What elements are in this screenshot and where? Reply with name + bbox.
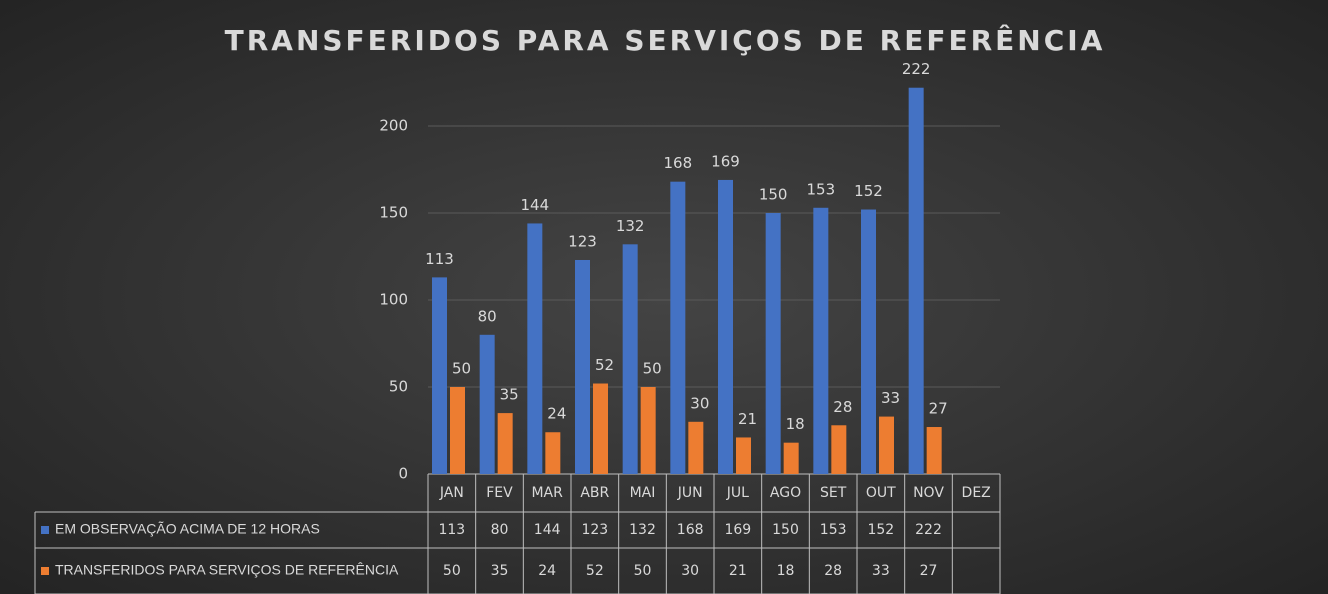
table-value: 50 [443, 563, 461, 579]
x-tick-label: MAR [531, 485, 563, 501]
data-label: 152 [854, 182, 883, 200]
x-tick-label: AGO [770, 485, 801, 501]
table-value: 152 [867, 522, 894, 538]
data-label: 222 [902, 60, 931, 78]
table-value: 222 [915, 522, 942, 538]
data-label: 21 [738, 410, 757, 428]
bar [736, 437, 751, 474]
bar [765, 213, 781, 474]
y-tick-label: 50 [389, 378, 408, 396]
table-value: 113 [438, 522, 465, 538]
data-label: 33 [881, 389, 900, 407]
x-tick-label: NOV [913, 485, 944, 501]
bar [497, 413, 513, 474]
data-label: 28 [833, 398, 852, 416]
y-tick-label: 150 [379, 204, 408, 222]
table-value: 150 [772, 522, 799, 538]
bar [593, 383, 608, 474]
data-label: 150 [759, 186, 788, 204]
table-value: 18 [777, 563, 795, 579]
bar [908, 87, 924, 474]
data-label: 123 [568, 232, 597, 250]
table-value: 168 [677, 522, 704, 538]
x-tick-label: SET [820, 485, 847, 501]
bar [926, 427, 942, 474]
table-value: 50 [634, 563, 652, 579]
data-label: 52 [595, 356, 614, 374]
x-tick-label: JUN [677, 485, 703, 501]
bar [718, 179, 733, 474]
data-label: 113 [425, 250, 454, 268]
table-value: 153 [820, 522, 847, 538]
table-value: 123 [581, 522, 608, 538]
bar [545, 432, 561, 474]
bar [688, 421, 704, 474]
table-value: 27 [920, 563, 938, 579]
table-value: 52 [586, 563, 604, 579]
data-label: 27 [929, 400, 948, 418]
x-tick-label: JAN [439, 485, 464, 501]
table-value: 30 [681, 563, 699, 579]
legend-label: TRANSFERIDOS PARA SERVIÇOS DE REFERÊNCIA [55, 562, 399, 578]
bar [783, 442, 799, 474]
table-value: 33 [872, 563, 890, 579]
data-label: 132 [616, 217, 645, 235]
bar [831, 425, 847, 474]
bar [527, 223, 543, 474]
table-value: 24 [538, 563, 556, 579]
y-tick-label: 0 [398, 465, 408, 483]
bar [640, 387, 656, 474]
data-label: 168 [664, 154, 693, 172]
data-label: 153 [807, 180, 836, 198]
data-label: 18 [786, 415, 805, 433]
y-tick-label: 200 [379, 117, 408, 135]
table-value: 21 [729, 563, 747, 579]
data-label: 169 [711, 152, 740, 170]
legend-label: EM OBSERVAÇÃO ACIMA DE 12 HORAS [55, 521, 320, 537]
x-tick-label: DEZ [962, 485, 991, 501]
data-label: 24 [547, 405, 566, 423]
table-value: 169 [724, 522, 751, 538]
table-value: 28 [824, 563, 842, 579]
data-label: 35 [500, 386, 519, 404]
y-tick-label: 100 [379, 291, 408, 309]
x-tick-label: FEV [486, 485, 513, 501]
table-value: 144 [534, 522, 561, 538]
x-tick-label: ABR [580, 485, 609, 501]
data-label: 80 [478, 307, 497, 325]
data-label: 50 [452, 360, 471, 378]
data-label: 30 [690, 394, 709, 412]
bar [670, 181, 686, 474]
bar [575, 259, 590, 474]
data-label: 50 [643, 360, 662, 378]
bar [432, 277, 447, 474]
table-value: 35 [491, 563, 509, 579]
legend-key [41, 567, 49, 575]
chart-title: TRANSFERIDOS PARA SERVIÇOS DE REFERÊNCIA [225, 23, 1106, 57]
table-value: 132 [629, 522, 656, 538]
bar [622, 244, 638, 474]
x-tick-label: OUT [866, 485, 896, 501]
bar [450, 387, 465, 474]
x-tick-label: JUL [726, 485, 749, 501]
bar [479, 334, 495, 474]
data-label: 144 [521, 196, 550, 214]
bar [813, 207, 829, 474]
legend-key [41, 526, 49, 534]
bar [879, 416, 894, 474]
x-tick-label: MAI [630, 485, 656, 501]
bar [861, 209, 876, 474]
table-value: 80 [491, 522, 509, 538]
